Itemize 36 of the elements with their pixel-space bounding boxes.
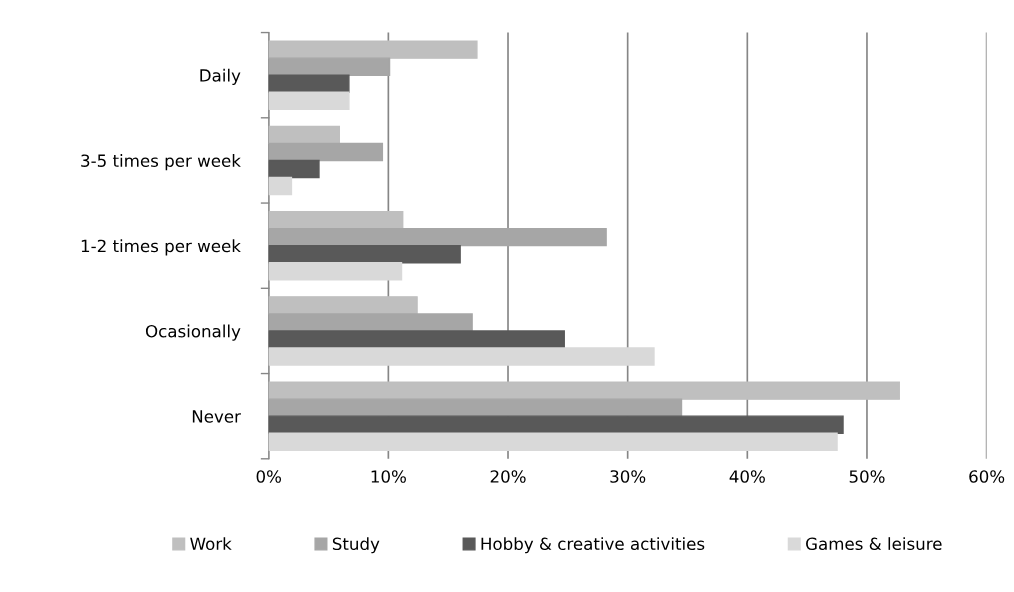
x-tick-label: 60% [969, 470, 1005, 483]
x-tick-label: 50% [849, 470, 885, 483]
x-tick-label: 0% [256, 470, 282, 483]
legend-label: Games & leisure [806, 537, 942, 551]
bar [268, 159, 320, 179]
legend-label: Hobby & creative activities [481, 537, 705, 554]
bar [268, 57, 391, 76]
x-tick-label: 10% [371, 470, 406, 483]
y-tick-label: Ocasionally [145, 324, 241, 341]
bar [268, 296, 418, 315]
y-tick-label: 1-2 times per week [81, 239, 241, 256]
x-tick-label: 20% [490, 470, 526, 483]
x-tick-label: 30% [610, 470, 646, 483]
bar [268, 330, 565, 349]
x-tick-label: 40% [729, 470, 765, 483]
bar [268, 142, 384, 162]
y-tick-label: Daily [200, 68, 241, 85]
bar [268, 244, 461, 264]
bar [268, 227, 607, 247]
bar [268, 125, 340, 145]
legend-label: Work [190, 537, 232, 551]
bar [268, 262, 403, 281]
legend-label: Study [332, 537, 380, 554]
bar [268, 415, 844, 434]
bar [268, 347, 655, 366]
bar [268, 176, 293, 196]
y-tick-label: Never [192, 410, 241, 423]
y-tick-label: 3-5 times per week [81, 154, 241, 171]
bar [268, 74, 350, 93]
bar [268, 210, 404, 230]
bar [268, 91, 350, 110]
bar [268, 432, 838, 451]
bar [268, 40, 478, 59]
bar [268, 398, 683, 417]
bar [268, 313, 473, 332]
bar [268, 381, 900, 400]
